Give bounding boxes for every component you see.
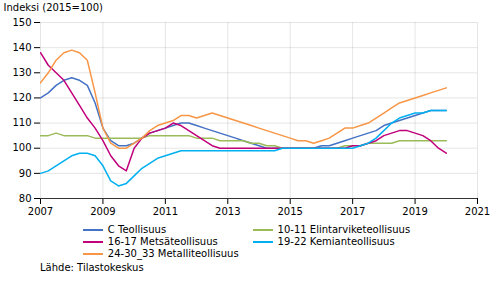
html-text:C Teollisuus: C Teollisuus: [107, 224, 167, 235]
svg-text:2007: 2007: [28, 206, 53, 217]
svg-text:90: 90: [19, 168, 32, 179]
svg-text:2013: 2013: [215, 206, 240, 217]
svg-text:2009: 2009: [90, 206, 115, 217]
svg-text:Indeksi (2015=100): Indeksi (2015=100): [4, 2, 104, 13]
svg-text:2021: 2021: [465, 206, 490, 217]
svg-text:100: 100: [12, 142, 31, 153]
html-text:10-11 Elintarviketeollisuus: 10-11 Elintarviketeollisuus: [277, 224, 411, 235]
svg-text:110: 110: [12, 117, 31, 128]
svg-text:130: 130: [12, 67, 31, 78]
html-text:16-17 Metsäteollisuus: 16-17 Metsäteollisuus: [107, 236, 218, 247]
svg-text:2017: 2017: [340, 206, 365, 217]
svg-text:2015: 2015: [277, 206, 302, 217]
svg-text:120: 120: [12, 92, 31, 103]
html-text:19-22 Kemianteollisuus: 19-22 Kemianteollisuus: [277, 236, 395, 247]
svg-text:2011: 2011: [153, 206, 178, 217]
svg-text:80: 80: [19, 193, 32, 204]
html-text:Lähde: Tilastokeskus: Lähde: Tilastokeskus: [40, 262, 144, 273]
svg-text:150: 150: [12, 17, 31, 28]
html-text:24-30_33 Metalliteollisuus: 24-30_33 Metalliteollisuus: [107, 248, 239, 259]
svg-text:2019: 2019: [402, 206, 427, 217]
svg-text:140: 140: [12, 42, 31, 53]
